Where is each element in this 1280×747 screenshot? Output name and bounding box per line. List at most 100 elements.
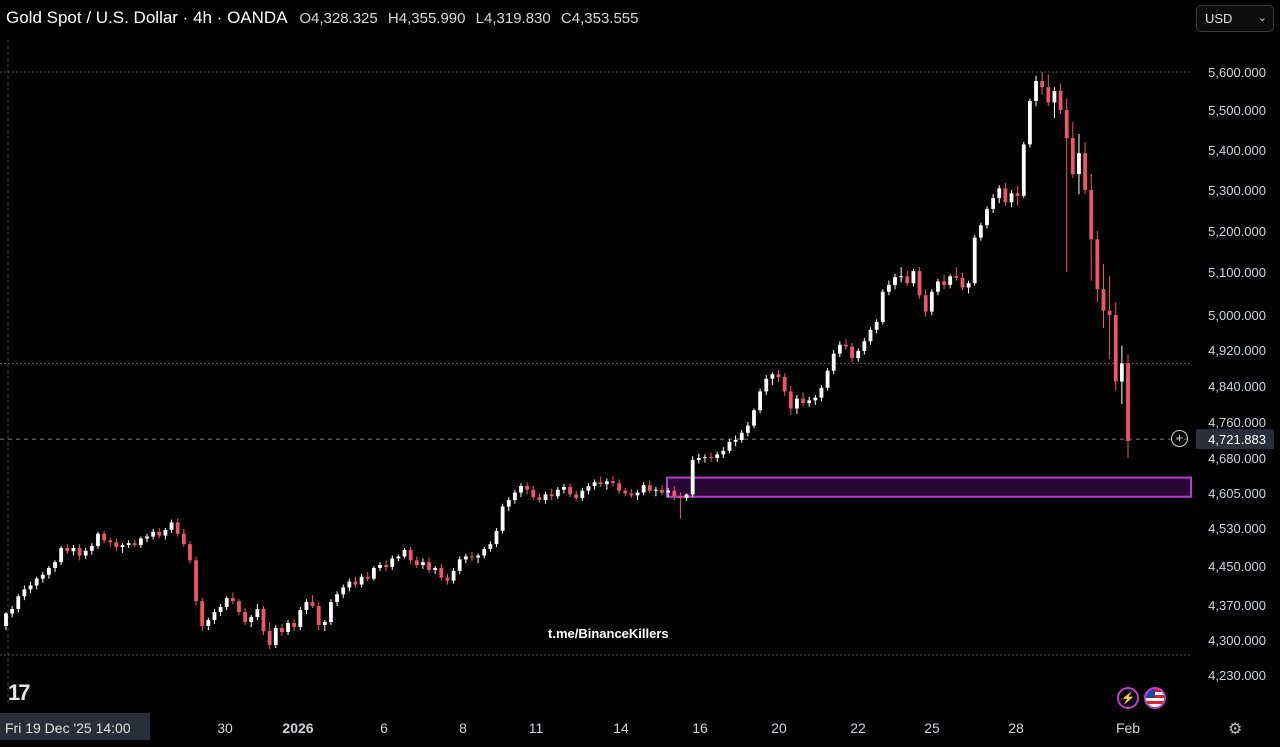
candle (482, 547, 487, 559)
demand-zone-box (666, 476, 1192, 498)
candle (991, 194, 996, 213)
candle (942, 274, 946, 290)
candle (59, 546, 64, 566)
candle (1009, 190, 1014, 208)
candle-body (10, 609, 15, 614)
candle (807, 396, 812, 407)
candle-body (304, 602, 309, 610)
candle (71, 545, 76, 556)
lightning-icon[interactable]: ⚡ (1117, 687, 1139, 709)
time-axis[interactable]: 30 2026 6 8 11 14 16 20 22 25 28 Feb Fri 19 Dec '25 … (0, 713, 1140, 740)
chevron-down-icon: ⌄ (1257, 12, 1267, 24)
gear-icon[interactable]: ⚙ (1228, 721, 1243, 738)
candle (102, 530, 106, 544)
tradingview-logo-icon[interactable]: 17 (8, 680, 31, 705)
candle (286, 620, 290, 635)
candle-body (715, 454, 720, 458)
candle (114, 538, 119, 551)
candle-body (592, 482, 597, 486)
time-tick-label: 11 (529, 720, 544, 736)
candle (28, 581, 33, 593)
currency-select[interactable]: USD ⌄ (1196, 5, 1274, 32)
candle-body (764, 378, 769, 392)
symbol-title[interactable]: Gold Spot / U.S. Dollar · 4h · OANDA (6, 8, 287, 27)
candle (684, 493, 689, 501)
candle (267, 622, 272, 649)
candle-body (500, 506, 505, 531)
candle-body (549, 494, 554, 497)
candle-body (470, 556, 474, 558)
candle (1058, 83, 1063, 114)
candle (359, 573, 364, 588)
candle (1028, 98, 1032, 148)
candle (408, 547, 413, 565)
candle-body (862, 341, 867, 351)
candle (703, 454, 707, 463)
candle (261, 606, 266, 635)
candle (856, 348, 861, 362)
candle (1040, 72, 1045, 95)
candle (758, 388, 763, 413)
candle (936, 278, 940, 296)
candle (611, 475, 615, 486)
candle-body (273, 628, 278, 645)
price-tick-label: 4,450.000 (1208, 559, 1266, 574)
candle-body (1046, 87, 1051, 103)
candle-body (991, 198, 996, 209)
candle-body (427, 562, 431, 570)
candles (4, 72, 1130, 649)
candle-body (782, 377, 787, 392)
candle-body (1064, 110, 1069, 138)
candle-body (997, 188, 1002, 199)
candle-body (175, 522, 180, 534)
price-tick-label: 4,840.000 (1208, 379, 1266, 394)
candle (470, 551, 474, 562)
candle (476, 553, 480, 564)
candle (617, 479, 622, 494)
candle-body (954, 276, 959, 279)
candle (488, 541, 493, 552)
candle (89, 543, 94, 555)
price-tick-label: 4,230.000 (1208, 668, 1266, 683)
candle (917, 267, 922, 299)
price-tick-label: 4,680.000 (1208, 451, 1266, 466)
us-flag-icon[interactable] (1144, 687, 1166, 709)
candle (506, 497, 511, 512)
candle-body (482, 548, 487, 556)
candle (500, 503, 505, 534)
candle (40, 571, 45, 583)
candle-body (218, 607, 223, 612)
candle-body (893, 277, 897, 285)
candle (1095, 231, 1100, 303)
candle (948, 274, 953, 289)
candle-body (96, 533, 100, 547)
close-value: C4,353.555 (560, 10, 639, 27)
candle-body (837, 344, 842, 354)
candle-body (617, 483, 622, 491)
candle (188, 541, 192, 564)
candle (457, 556, 462, 574)
price-tick-label: 5,000.000 (1208, 308, 1266, 323)
candle-body (654, 489, 658, 491)
price-axis[interactable]: 5,600.000 5,500.000 5,400.000 5,300.000 5,20… (1196, 65, 1274, 683)
candle-body (488, 544, 493, 549)
candle (776, 369, 781, 383)
currency-value: USD (1205, 11, 1233, 26)
candle (1101, 263, 1106, 329)
candle-body (298, 610, 303, 627)
candle-body (629, 493, 634, 496)
candle-body (1040, 81, 1045, 88)
candle (709, 452, 713, 462)
high-value: H4,355.990 (387, 10, 466, 27)
candle-body (102, 533, 106, 541)
candle-body (89, 546, 94, 551)
plus-circle-icon[interactable]: + (1171, 430, 1188, 447)
candle (175, 518, 180, 537)
candle (10, 606, 15, 618)
candle (893, 273, 897, 290)
candle-body (623, 490, 628, 494)
candle-body (1083, 153, 1087, 190)
candle-body (145, 536, 149, 539)
candle-body (157, 531, 162, 536)
